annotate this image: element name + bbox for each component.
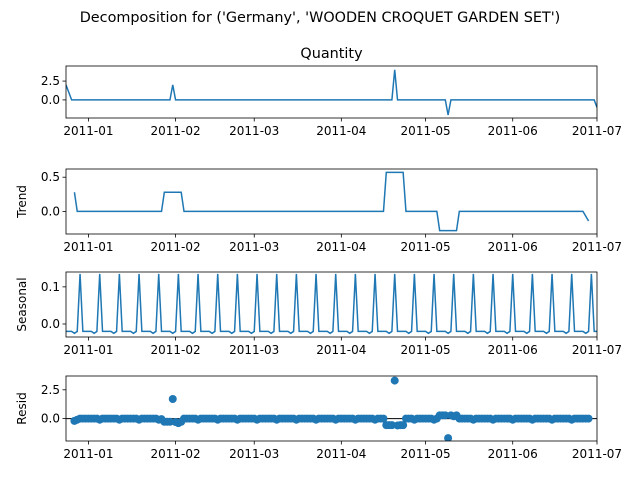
resid-xtick-label: 2011-03 bbox=[229, 447, 279, 461]
resid-ytick-label: 2.5 bbox=[41, 383, 60, 397]
quantity-xtick-label: 2011-07 bbox=[572, 124, 622, 138]
trend-xtick-label: 2011-01 bbox=[63, 240, 113, 254]
quantity-xtick-label: 2011-02 bbox=[151, 124, 201, 138]
quantity-panel: Quantity 0.0 2.5 2011-01 2011-02 2011-03 2011-… bbox=[41, 46, 622, 138]
quantity-xtick-label: 2011-06 bbox=[488, 124, 538, 138]
resid-axes-frame bbox=[65, 375, 598, 442]
trend-ytick-label: 0.5 bbox=[41, 170, 60, 184]
seasonal-xtick-label: 2011-02 bbox=[151, 343, 201, 357]
seasonal-panel: Seasonal 0.0 0.1 2011-01 2011-02 2011-03 2011-… bbox=[15, 271, 622, 357]
seasonal-ytick-label: 0.0 bbox=[41, 317, 60, 331]
resid-point bbox=[444, 434, 453, 441]
quantity-series-line bbox=[66, 69, 597, 116]
resid-point bbox=[584, 414, 593, 423]
resid-xtick-label: 2011-07 bbox=[572, 447, 622, 461]
quantity-axes-frame bbox=[65, 65, 598, 119]
resid-point bbox=[379, 414, 388, 423]
trend-xtick-label: 2011-04 bbox=[316, 240, 366, 254]
trend-xtick-label: 2011-05 bbox=[401, 240, 451, 254]
seasonal-xtick-label: 2011-03 bbox=[229, 343, 279, 357]
trend-series-line bbox=[73, 171, 590, 232]
resid-xtick-label: 2011-02 bbox=[151, 447, 201, 461]
trend-xtick-label: 2011-06 bbox=[488, 240, 538, 254]
quantity-xtick-label: 2011-01 bbox=[63, 124, 113, 138]
trend-axes-frame bbox=[65, 168, 598, 235]
quantity-ytick-label: 2.5 bbox=[41, 74, 60, 88]
figure-suptitle: Decomposition for ('Germany', 'WOODEN CR… bbox=[80, 10, 561, 26]
resid-ylabel: Resid bbox=[15, 392, 29, 424]
trend-panel: Trend 0.0 0.5 2011-01 2011-02 2011-03 2011-04 2… bbox=[15, 168, 622, 254]
quantity-title: Quantity bbox=[300, 46, 363, 62]
seasonal-xtick-label: 2011-04 bbox=[316, 343, 366, 357]
quantity-xtick-label: 2011-03 bbox=[229, 124, 279, 138]
seasonal-ylabel: Seasonal bbox=[15, 277, 29, 331]
trend-xtick-label: 2011-07 bbox=[572, 240, 622, 254]
resid-xtick-label: 2011-04 bbox=[316, 447, 366, 461]
quantity-data bbox=[66, 69, 597, 116]
trend-xtick-label: 2011-02 bbox=[151, 240, 201, 254]
quantity-xtick-label: 2011-05 bbox=[401, 124, 451, 138]
seasonal-xtick-label: 2011-05 bbox=[401, 343, 451, 357]
resid-point bbox=[441, 411, 450, 420]
trend-ylabel: Trend bbox=[15, 185, 29, 219]
resid-point bbox=[165, 417, 174, 426]
seasonal-series-line bbox=[66, 273, 597, 335]
resid-xtick-label: 2011-06 bbox=[488, 447, 538, 461]
resid-point bbox=[390, 376, 399, 385]
resid-ytick-label: 0.0 bbox=[41, 412, 60, 426]
trend-ytick-label: 0.0 bbox=[41, 204, 60, 218]
quantity-xtick-label: 2011-04 bbox=[316, 124, 366, 138]
seasonal-axes-frame bbox=[65, 271, 598, 338]
seasonal-xtick-label: 2011-07 bbox=[572, 343, 622, 357]
seasonal-data bbox=[66, 273, 597, 335]
seasonal-xtick-label: 2011-01 bbox=[63, 343, 113, 357]
trend-xtick-label: 2011-03 bbox=[229, 240, 279, 254]
quantity-ytick-label: 0.0 bbox=[41, 93, 60, 107]
resid-point bbox=[399, 421, 408, 430]
resid-panel: Resid 0.0 2.5 2011-01 2011-02 2011-03 2011-04 2… bbox=[15, 375, 622, 461]
resid-xtick-label: 2011-05 bbox=[401, 447, 451, 461]
seasonal-xtick-label: 2011-06 bbox=[488, 343, 538, 357]
resid-xtick-label: 2011-01 bbox=[63, 447, 113, 461]
resid-data bbox=[66, 376, 597, 441]
seasonal-ytick-label: 0.1 bbox=[41, 280, 60, 294]
resid-point bbox=[168, 395, 177, 404]
trend-data bbox=[73, 171, 590, 232]
